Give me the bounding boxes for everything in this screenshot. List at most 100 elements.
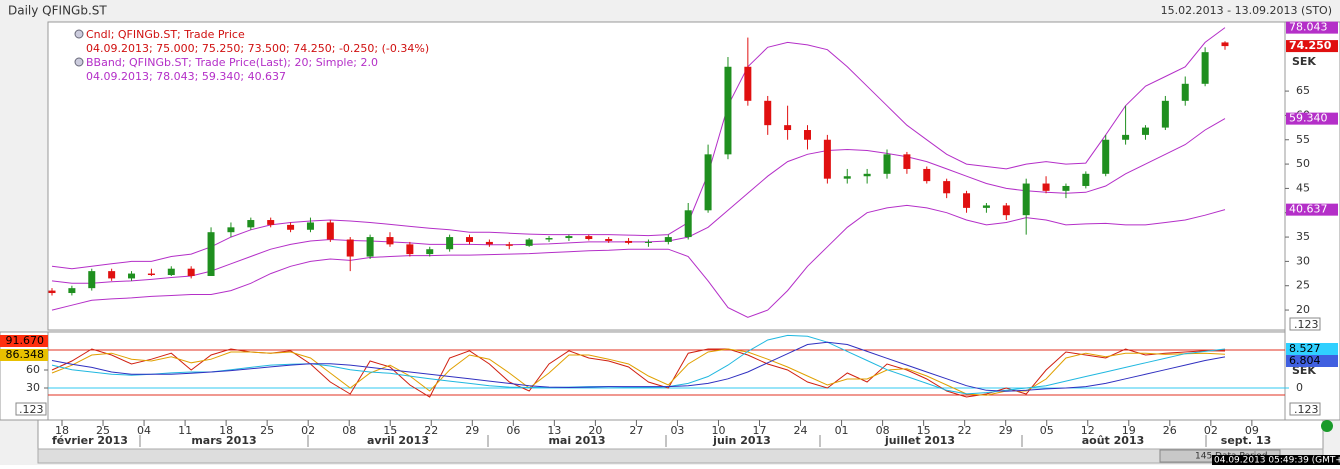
y-tick-label: 60 (26, 363, 40, 376)
candle-body (883, 154, 891, 174)
candle-body (684, 210, 692, 238)
x-tick-label: 19 (1122, 424, 1136, 437)
candle-body (1022, 183, 1030, 216)
oscillator-line (51, 348, 1226, 396)
candle-body (1201, 52, 1209, 84)
x-tick-label: 05 (1040, 424, 1054, 437)
x-tick-label: 06 (506, 424, 520, 437)
candle-body (764, 100, 772, 126)
candle-body (267, 220, 275, 225)
candle-body (68, 288, 76, 294)
candle-body (306, 222, 314, 230)
oscillator-line (51, 334, 1226, 395)
date-range: 15.02.2013 - 13.09.2013 (STO) (1161, 4, 1332, 17)
scale-button[interactable] (15, 402, 47, 416)
y-tick-label: 25 (1296, 279, 1310, 292)
candle-body (565, 236, 573, 239)
x-tick-label: 27 (629, 424, 643, 437)
x-tick-label: 25 (96, 424, 110, 437)
x-tick-label: 13 (547, 424, 561, 437)
candle-body (505, 244, 513, 246)
month-label: février 2013 (52, 434, 128, 447)
candle-body (147, 273, 155, 276)
candle-body (1122, 134, 1130, 140)
candle-body (903, 154, 911, 169)
y-tick-label: 45 (1296, 181, 1310, 194)
x-tick-label: 29 (465, 424, 479, 437)
timestamp-box (1212, 455, 1340, 465)
candle-body (982, 205, 990, 208)
candle-body (525, 239, 533, 246)
x-tick-label: 10 (711, 424, 725, 437)
timestamp: 04.09.2013 05:49:39 (GMT+1) (1214, 456, 1340, 466)
y-tick-label: 50 (1296, 157, 1310, 170)
y-tick-label: 20 (1296, 303, 1310, 316)
candle-body (1002, 205, 1010, 216)
scale-button[interactable] (1289, 402, 1321, 416)
candle-body (784, 125, 792, 131)
candle-body (843, 176, 851, 179)
value-box (0, 335, 48, 347)
value-box-label: 78.043 (1289, 21, 1328, 34)
y-tick-label: 30 (1296, 254, 1310, 267)
value-box (1286, 203, 1338, 216)
x-tick-label: 08 (876, 424, 890, 437)
candle-body (1221, 42, 1229, 47)
candle-body (227, 227, 235, 233)
x-tick-label: 11 (178, 424, 192, 437)
x-tick-label: 22 (958, 424, 972, 437)
candle-body (644, 241, 652, 243)
month-label: août 2013 (1082, 434, 1145, 447)
scrollbar[interactable] (37, 448, 1324, 464)
value-box-label: 74.250 (1289, 39, 1332, 52)
value-box (1286, 343, 1338, 355)
month-label: avril 2013 (367, 434, 429, 447)
candle-body (1082, 173, 1090, 186)
month-label: mai 2013 (548, 434, 605, 447)
candle-body (664, 237, 672, 242)
x-tick-label: 15 (917, 424, 931, 437)
candle-body (1042, 183, 1050, 191)
legend-text: 04.09.2013; 75.000; 75.250; 73.500; 74.2… (86, 42, 429, 55)
candle-body (1181, 83, 1189, 101)
x-tick-label: 02 (1204, 424, 1218, 437)
unit: SEK (1292, 364, 1316, 377)
candle-body (466, 237, 474, 242)
legend-icon (74, 29, 84, 39)
candle-body (187, 268, 195, 276)
scale-button-label[interactable]: .123 (19, 403, 44, 416)
band-line (51, 204, 1226, 318)
legend-text: BBand; QFINGb.ST; Trade Price(Last); 20;… (86, 56, 378, 69)
x-tick-label: 02 (301, 424, 315, 437)
x-tick-label: 22 (424, 424, 438, 437)
candle-body (923, 168, 931, 182)
scale-button-label[interactable]: .123 (1294, 318, 1319, 331)
month-label: sept. 13 (1221, 434, 1271, 447)
candle-body (963, 193, 971, 208)
candle-body (704, 154, 712, 211)
candle-body (625, 240, 633, 243)
scale-button-label[interactable]: .123 (1294, 403, 1319, 416)
x-tick-label: 18 (55, 424, 69, 437)
y-tick-label: 65 (1296, 84, 1310, 97)
value-box-label: 8.527 (1289, 342, 1321, 355)
candle-body (386, 237, 394, 245)
candle-body (823, 139, 831, 179)
x-tick-label: 15 (383, 424, 397, 437)
x-tick-label: 04 (137, 424, 151, 437)
x-tick-label: 01 (835, 424, 849, 437)
y2-tick-label: 0 (1296, 381, 1303, 394)
scale-button[interactable] (1289, 317, 1321, 331)
candle-body (585, 236, 593, 240)
price-panel (47, 21, 1286, 331)
candle-body (863, 173, 871, 177)
candle-body (485, 241, 493, 245)
x-tick-label: 24 (794, 424, 808, 437)
y-tick-label: 30 (26, 381, 40, 394)
candle-body (545, 238, 553, 240)
legend-text: 04.09.2013; 78.043; 59.340; 40.637 (86, 70, 286, 83)
candle-body (128, 273, 136, 279)
candle-body (167, 268, 175, 276)
x-tick-label: 25 (260, 424, 274, 437)
